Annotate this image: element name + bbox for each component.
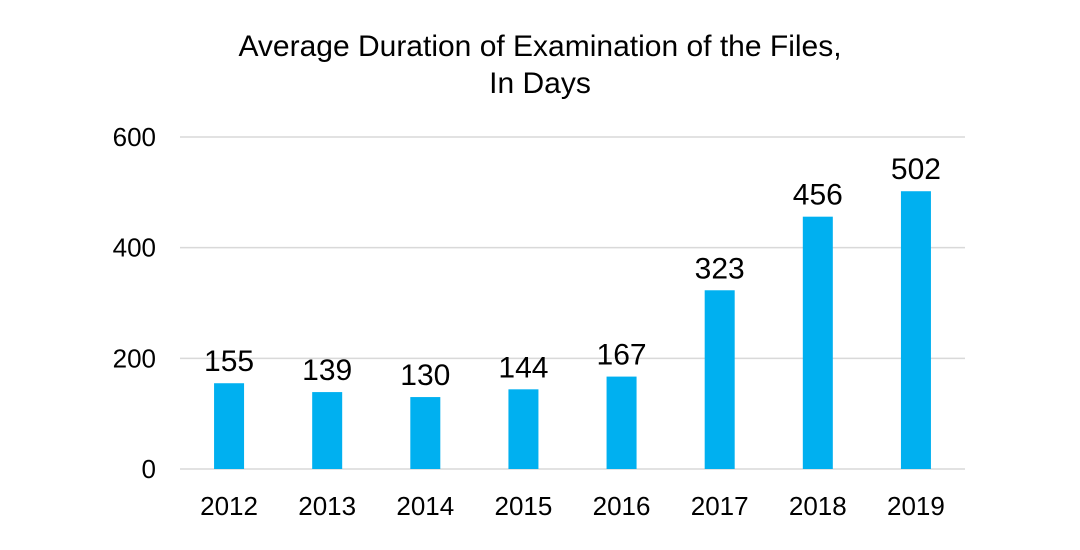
bar-2014 [410,397,441,469]
bar-2019 [900,191,931,469]
bar-2015 [508,389,539,469]
x-tick-label: 2019 [887,491,945,521]
data-label: 456 [793,179,843,212]
bar-2017 [704,290,735,469]
chart-title-line1: Average Duration of Examination of the F… [238,30,842,63]
data-label: 139 [302,354,352,387]
x-tick-label: 2016 [593,491,651,521]
chart-title-line2: In Days [489,67,591,100]
x-tick-label: 2015 [495,491,553,521]
x-tick-label: 2014 [396,491,454,521]
chart-title: Average Duration of Examination of the F… [0,28,1080,102]
data-label: 155 [204,345,254,378]
y-tick-label: 600 [113,122,156,152]
y-tick-label: 200 [113,343,156,373]
data-label: 323 [695,252,745,285]
data-label: 130 [400,359,450,392]
x-tick-label: 2017 [691,491,749,521]
bar-2016 [606,376,637,469]
data-label: 167 [597,339,647,372]
x-tick-label: 2018 [789,491,847,521]
y-tick-label: 400 [113,233,156,263]
bar-2013 [312,392,343,469]
x-tick-label: 2012 [200,491,258,521]
data-label: 144 [498,351,548,384]
bar-2018 [802,216,833,469]
y-tick-label: 0 [142,454,156,484]
data-label: 502 [891,153,941,186]
bar-2012 [214,383,245,469]
x-tick-label: 2013 [298,491,356,521]
